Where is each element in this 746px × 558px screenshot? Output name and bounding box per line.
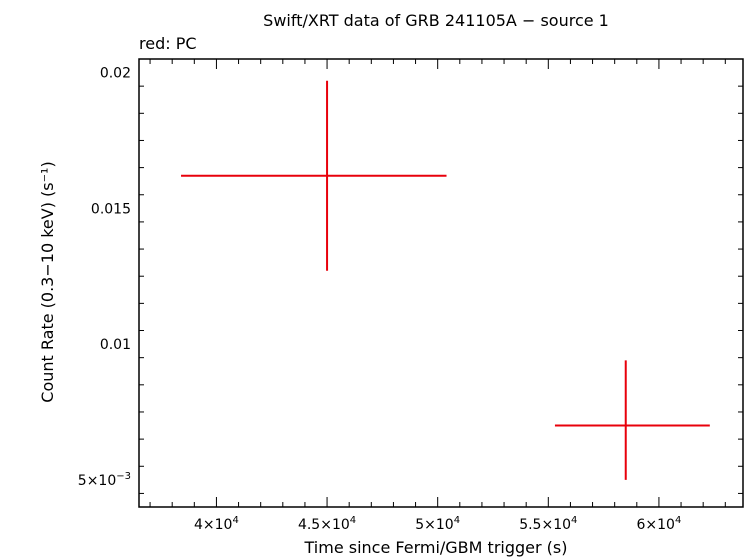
y-tick-label: 5×10−3 xyxy=(78,471,131,489)
x-tick-label: 5×104 xyxy=(415,515,460,533)
data-point xyxy=(181,80,447,271)
x-tick-label: 6×104 xyxy=(637,515,682,533)
x-axis-ticks: 4×104 4.5×104 5×104 5.5×104 6×104 xyxy=(149,59,726,533)
plot-frame xyxy=(138,58,744,508)
x-axis-label: Time since Fermi/GBM trigger (s) xyxy=(304,538,568,557)
x-tick-label: 4.5×104 xyxy=(298,515,356,533)
y-tick-label: 0.015 xyxy=(91,201,131,217)
data-points xyxy=(181,80,710,480)
y-tick-label: 0.02 xyxy=(100,66,131,82)
x-tick-label: 5.5×104 xyxy=(519,515,577,533)
y-axis-ticks: 0.02 0.015 0.01 5×10−3 xyxy=(78,58,743,494)
data-point xyxy=(554,360,710,480)
y-axis-label: Count Rate (0.3−10 keV) (s⁻¹) xyxy=(38,161,57,402)
y-tick-label: 0.01 xyxy=(100,337,131,353)
chart-title: Swift/XRT data of GRB 241105A − source 1 xyxy=(263,11,609,30)
chart-subtitle: red: PC xyxy=(139,34,197,53)
x-tick-label: 4×104 xyxy=(194,515,239,533)
